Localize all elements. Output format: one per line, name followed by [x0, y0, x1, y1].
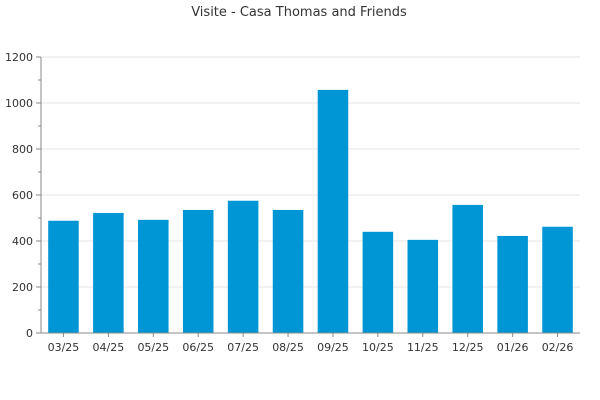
- y-tick-label: 1200: [5, 51, 33, 64]
- x-tick-label: 05/25: [137, 341, 169, 354]
- bar-10-25: [362, 231, 394, 333]
- bar-08-25: [272, 209, 304, 333]
- chart-title: Visite - Casa Thomas and Friends: [191, 5, 407, 20]
- y-tick-label: 0: [26, 327, 33, 340]
- x-tick-label: 11/25: [407, 341, 439, 354]
- x-tick-label: 12/25: [452, 341, 484, 354]
- bar-01-26: [497, 235, 528, 333]
- x-tick-label: 09/25: [317, 341, 349, 354]
- y-tick-label: 200: [12, 281, 33, 294]
- x-tick-labels: 03/25 04/25 05/25 06/25 07/25 08/25 09/25 10/25…: [48, 341, 574, 354]
- gridlines: [41, 56, 580, 288]
- x-tick-label: 03/25: [48, 341, 80, 354]
- x-tick-label: 04/25: [93, 341, 125, 354]
- y-tick-label: 1000: [5, 97, 33, 110]
- x-tick-label: 10/25: [362, 341, 394, 354]
- axes: [36, 56, 580, 337]
- x-tick-label: 07/25: [227, 341, 259, 354]
- y-tick-label: 600: [12, 189, 33, 202]
- bars: [48, 89, 573, 333]
- x-tick-label: 02/26: [542, 341, 574, 354]
- bar-04-25: [93, 212, 124, 333]
- y-tick-label: 400: [12, 235, 33, 248]
- y-tick-label: 800: [12, 143, 33, 156]
- x-tick-label: 06/25: [182, 341, 214, 354]
- bar-03-25: [48, 220, 79, 333]
- y-tick-labels: 0 200 400 600 800 1000 1200: [5, 51, 33, 340]
- bar-02-26: [542, 226, 573, 333]
- bar-06-25: [182, 209, 214, 333]
- bar-11-25: [407, 239, 439, 333]
- bar-12-25: [452, 204, 483, 333]
- x-tick-label: 01/26: [497, 341, 529, 354]
- bar-07-25: [227, 200, 259, 333]
- bar-05-25: [138, 219, 169, 333]
- bar-09-25: [317, 89, 349, 333]
- x-tick-label: 08/25: [272, 341, 304, 354]
